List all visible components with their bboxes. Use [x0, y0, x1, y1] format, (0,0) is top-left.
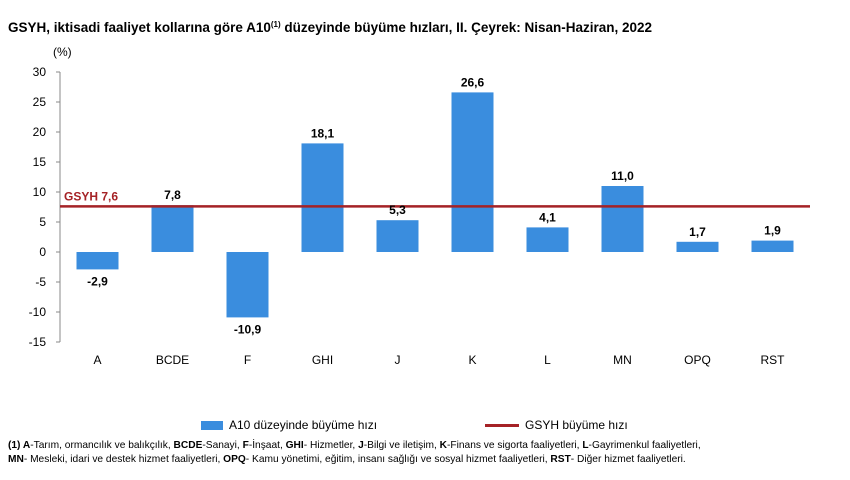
footnote-text: -İnşaat,	[248, 440, 286, 451]
legend-item-bars: A10 düzeyinde büyüme hızı	[201, 418, 377, 432]
y-axis-unit: (%)	[53, 45, 72, 59]
value-label-f: -10,9	[234, 322, 262, 336]
category-label-opq: OPQ	[684, 353, 711, 367]
bars	[76, 92, 794, 318]
legend-bar-label: A10 düzeyinde büyüme hızı	[229, 418, 378, 432]
chart-title: GSYH, iktisadi faaliyet kollarına göre A…	[8, 20, 652, 35]
y-tick-label: 15	[33, 155, 47, 169]
bar-a	[76, 252, 119, 270]
value-label-rst: 1,9	[764, 224, 781, 238]
bar-l	[526, 227, 569, 252]
legend-bar-swatch	[201, 420, 223, 430]
footnote-code: F	[242, 440, 249, 451]
chart-title-rest: düzeyinde büyüme hızları, II. Çeyrek: Ni…	[280, 20, 653, 35]
footnote-text: -Gayrimenkul faaliyetleri,	[588, 440, 701, 451]
footnote-code: BCDE	[173, 440, 203, 451]
footnote-code: GHI	[285, 440, 304, 451]
bar-k	[451, 92, 494, 253]
footnote-text: -Tarım, ormancılık ve balıkçılık,	[30, 440, 174, 451]
bar-f	[226, 252, 269, 318]
value-label-bcde: 7,8	[164, 188, 181, 202]
value-label-opq: 1,7	[689, 225, 706, 239]
value-label-ghi: 18,1	[311, 126, 335, 140]
bar-chart: (%) 30 25 20 15 10 5 0 -5 -10 -15 GSYH 7,6 -2,9 7,8…	[29, 45, 810, 367]
category-label-a: A	[93, 353, 101, 367]
footnote-code: MN	[8, 454, 24, 465]
footnote-code: (1) A	[8, 440, 31, 451]
category-label-mn: MN	[613, 353, 632, 367]
footnote-text: - Hizmetler,	[303, 440, 359, 451]
gsyh-reference: GSYH 7,6	[60, 189, 810, 208]
y-tick-label: -10	[29, 305, 47, 319]
bar-rst	[751, 240, 794, 252]
y-tick-label: 30	[33, 65, 47, 79]
y-axis: (%) 30 25 20 15 10 5 0 -5 -10 -15	[29, 45, 72, 349]
chart-title-main: GSYH, iktisadi faaliyet kollarına göre A…	[8, 20, 271, 35]
x-axis-categories: A BCDE F GHI J K L MN OPQ RST	[93, 353, 785, 367]
value-label-mn: 11,0	[611, 169, 634, 183]
footnote-code: J	[358, 440, 364, 451]
value-labels: -2,9 7,8 -10,9 18,1 5,3 26,6 4,1 11,0 1,7 1,9	[87, 75, 781, 336]
footnote-code: RST	[550, 454, 571, 465]
y-tick-label: -5	[35, 275, 46, 289]
bar-mn	[601, 186, 644, 252]
legend-line-swatch	[485, 423, 519, 427]
category-label-rst: RST	[761, 353, 786, 367]
legend: A10 düzeyinde büyüme hızı GSYH büyüme hı…	[0, 418, 850, 434]
bar-ghi	[301, 143, 344, 252]
footnote-code: K	[439, 440, 447, 451]
gsyh-line-label: GSYH 7,6	[64, 189, 118, 203]
y-tick-label: -15	[29, 335, 47, 349]
category-label-k: K	[468, 353, 476, 367]
footnote-text: -Sanayi,	[202, 440, 243, 451]
category-label-f: F	[244, 353, 251, 367]
y-tick-label: 0	[39, 245, 46, 259]
footnote-text: - Kamu yönetimi, eğitim, insanı sağlığı …	[245, 454, 551, 465]
category-label-bcde: BCDE	[156, 353, 189, 367]
legend-line-label: GSYH büyüme hızı	[525, 418, 628, 432]
y-tick-label: 10	[33, 185, 47, 199]
footnote-text: - Mesleki, idari ve destek hizmet faaliy…	[23, 454, 224, 465]
footnote-text: -Bilgi ve iletişim,	[363, 440, 440, 451]
y-tick-label: 20	[33, 125, 47, 139]
legend-item-line: GSYH büyüme hızı	[485, 418, 628, 432]
category-label-l: L	[544, 353, 551, 367]
footnote: (1) A-Tarım, ormancılık ve balıkçılık, B…	[8, 439, 848, 467]
y-tick-label: 5	[39, 215, 46, 229]
chart-title-footnote-mark: (1)	[270, 20, 281, 29]
value-label-j: 5,3	[389, 203, 406, 217]
bar-opq	[676, 241, 719, 252]
category-label-ghi: GHI	[312, 353, 333, 367]
category-label-j: J	[395, 353, 401, 367]
footnote-code: OPQ	[223, 454, 246, 465]
value-label-a: -2,9	[87, 274, 108, 288]
y-tick-label: 25	[33, 95, 47, 109]
bar-bcde	[151, 205, 194, 252]
value-label-k: 26,6	[461, 75, 485, 89]
value-label-l: 4,1	[539, 210, 556, 224]
footnote-text: - Diğer hizmet faaliyetleri.	[570, 454, 686, 465]
footnote-code: L	[582, 440, 589, 451]
footnote-text: -Finans ve sigorta faaliyetleri,	[446, 440, 583, 451]
bar-j	[376, 220, 419, 252]
